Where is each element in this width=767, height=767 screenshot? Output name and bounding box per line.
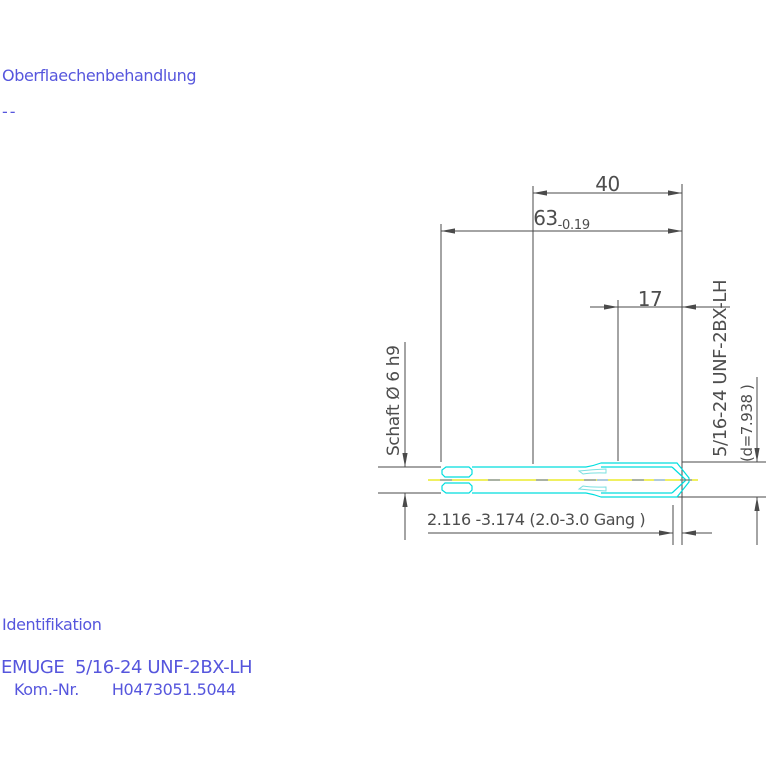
commission-label: Kom.-Nr. [14,680,79,699]
dimension-63-value: 63 [533,206,558,230]
shank-dimension-label: Schaft Ø 6 h9 [384,345,404,456]
commission-value: H0473051.5044 [111,680,236,699]
thread-diameter-note: (d=7.938 ) [738,384,756,462]
dimension-63-tolerance: -0.19 [557,218,590,233]
dimension-17-text: 17 [637,287,663,311]
dimension-thread-diameter-lines [673,377,766,545]
dimension-63-text: 63-0.19 [441,206,682,233]
surface-treatment-label: Oberflaechenbehandlung [2,66,197,85]
thread-designation-label: 5/16-24 UNF-2BX-LH [710,279,731,457]
commission-number-row: Kom.-Nr. H0473051.5044 [14,680,236,699]
chamfer-dimension-text: 2.116 -3.174 (2.0-3.0 Gang ) [427,510,646,529]
dimension-40-text: 40 [595,172,620,196]
dimension-63-lines [440,224,682,462]
identification-label: Identifikation [2,615,102,634]
dimension-shank-diameter-lines [378,342,441,540]
surface-treatment-value: -- [2,102,18,121]
tap-part-outline [441,462,690,498]
dimension-17-lines [590,300,730,461]
dimension-chamfer-lines [428,505,712,545]
product-designation: EMUGE 5/16-24 UNF-2BX-LH [1,657,253,678]
dimension-40-lines [532,184,683,545]
